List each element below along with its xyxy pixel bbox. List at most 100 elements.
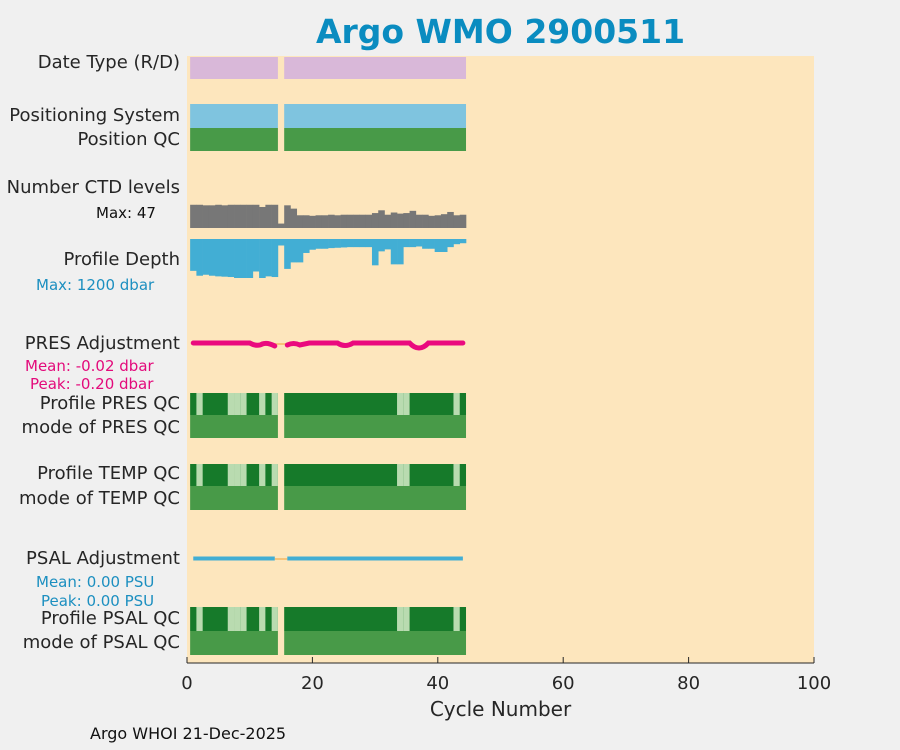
ctd-levels-bar: [378, 210, 385, 228]
ctd-levels-bar: [415, 214, 423, 228]
ctd-levels-bar: [302, 215, 310, 228]
profile-temp-qc-segment: [271, 464, 278, 486]
ctd-levels-bar: [409, 210, 417, 228]
label-ctd-levels: Number CTD levels: [6, 177, 180, 198]
profile-depth-bar: [202, 239, 210, 275]
profile-temp-qc-segment: [403, 464, 410, 486]
profile-pres-qc-segment: [271, 393, 278, 415]
profile-pres-qc-segment: [234, 393, 241, 415]
profile-psal-qc-segment: [240, 607, 247, 631]
profile-temp-qc-segment: [397, 464, 404, 486]
profile-depth-bar: [271, 239, 279, 278]
ctd-levels-bar: [190, 204, 197, 228]
profile-depth-bar: [384, 239, 392, 250]
ctd-levels-bar: [265, 204, 272, 228]
profile-depth-bar: [390, 239, 398, 265]
ctd-levels-bar: [290, 208, 298, 228]
ctd-levels-bar: [453, 215, 461, 228]
x-tick-label: 40: [426, 673, 450, 694]
label-mode-temp-qc: mode of TEMP QC: [18, 488, 180, 509]
label-mode-psal-qc: mode of PSAL QC: [22, 632, 180, 653]
profile-pres-qc-segment: [397, 393, 404, 415]
ctd-levels-bar: [434, 215, 442, 228]
label-pres-mean: Mean: -0.02 dbar: [25, 357, 154, 375]
label-profile-depth: Profile Depth: [63, 249, 180, 270]
ctd-levels-bar: [440, 214, 448, 228]
profile-depth-bar: [296, 239, 304, 263]
profile-depth-bar: [240, 239, 247, 278]
ctd-levels-bar: [340, 214, 348, 228]
profile-depth-bar: [340, 239, 348, 248]
label-ctd-max: Max: 47: [96, 204, 156, 222]
x-tick-label: 100: [796, 673, 832, 694]
profile-psal-qc-segment: [234, 607, 241, 631]
ctd-levels-bar: [428, 215, 435, 228]
profile-psal-qc-segment: [403, 607, 410, 631]
plot-marks: [190, 57, 467, 655]
label-profile-psal-qc: Profile PSAL QC: [40, 608, 180, 629]
profile-depth-bar: [328, 239, 335, 249]
ctd-levels-bar: [459, 214, 467, 228]
profile-depth-bar: [334, 239, 341, 248]
profile-pres-qc-segment: [240, 393, 247, 415]
profile-depth-bar: [284, 239, 291, 269]
x-axis-label: Cycle Number: [429, 697, 572, 721]
ctd-levels-bar: [353, 214, 360, 228]
position-qc-bar: [190, 128, 278, 151]
profile-pres-qc-segment: [403, 393, 410, 415]
profile-temp-qc-segment: [234, 464, 241, 486]
label-date-type: Date Type (R/D): [37, 52, 180, 73]
x-tick-label: 80: [677, 673, 701, 694]
ctd-levels-bar: [321, 215, 329, 228]
positioning-system-bar: [190, 104, 278, 128]
ctd-levels-bar: [284, 205, 291, 228]
label-position-qc: Position QC: [77, 129, 180, 150]
profile-temp-qc-segment: [240, 464, 247, 486]
x-tick-label: 0: [181, 673, 193, 694]
profile-depth-bar: [422, 239, 429, 249]
profile-temp-qc-segment: [227, 464, 235, 486]
profile-depth-bar: [378, 239, 385, 252]
ctd-levels-bar: [246, 204, 254, 228]
pres-adjustment-line: [284, 340, 466, 351]
profile-pres-qc-segment: [227, 393, 235, 415]
ctd-levels-bar: [215, 204, 222, 228]
profile-depth-bar: [321, 239, 329, 249]
label-psal-mean: Mean: 0.00 PSU: [36, 573, 155, 591]
ctd-levels-bar: [259, 206, 266, 228]
profile-temp-qc-segment: [453, 464, 460, 486]
ctd-levels-bar: [384, 214, 392, 228]
profile-depth-bar: [403, 239, 410, 248]
mode-psal-qc-bar: [284, 631, 467, 655]
profile-depth-bar: [290, 239, 298, 263]
profile-psal-qc-segment: [227, 607, 235, 631]
label-pres-adjustment: PRES Adjustment: [24, 333, 180, 354]
ctd-levels-bar: [202, 205, 210, 228]
position-qc-bar: [284, 128, 467, 151]
ctd-levels-bar: [365, 214, 373, 228]
profile-psal-qc-segment: [196, 607, 203, 631]
plot-panel: [187, 56, 814, 663]
profile-depth-bar: [428, 239, 435, 249]
ctd-levels-bar: [315, 215, 323, 228]
profile-depth-bar: [234, 239, 241, 278]
mode-temp-qc-bar: [190, 486, 278, 510]
profile-depth-bar: [315, 239, 323, 249]
profile-depth-bar: [353, 239, 360, 248]
profile-temp-qc-segment: [196, 464, 203, 486]
profile-depth-bar: [246, 239, 254, 278]
profile-depth-bar: [359, 239, 366, 248]
profile-depth-bar: [365, 239, 373, 248]
profile-depth-bar: [215, 239, 222, 277]
ctd-levels-bar: [346, 214, 354, 228]
ctd-levels-bar: [447, 211, 454, 228]
profile-pres-qc-segment: [196, 393, 203, 415]
ctd-levels-bar: [277, 223, 285, 228]
profile-psal-qc-segment: [259, 607, 266, 631]
ctd-levels-bar: [309, 215, 316, 228]
chart-title: Argo WMO 2900511: [315, 12, 686, 51]
profile-depth-bar: [252, 239, 260, 272]
ctd-levels-bar: [208, 205, 216, 228]
ctd-levels-bar: [227, 204, 235, 228]
